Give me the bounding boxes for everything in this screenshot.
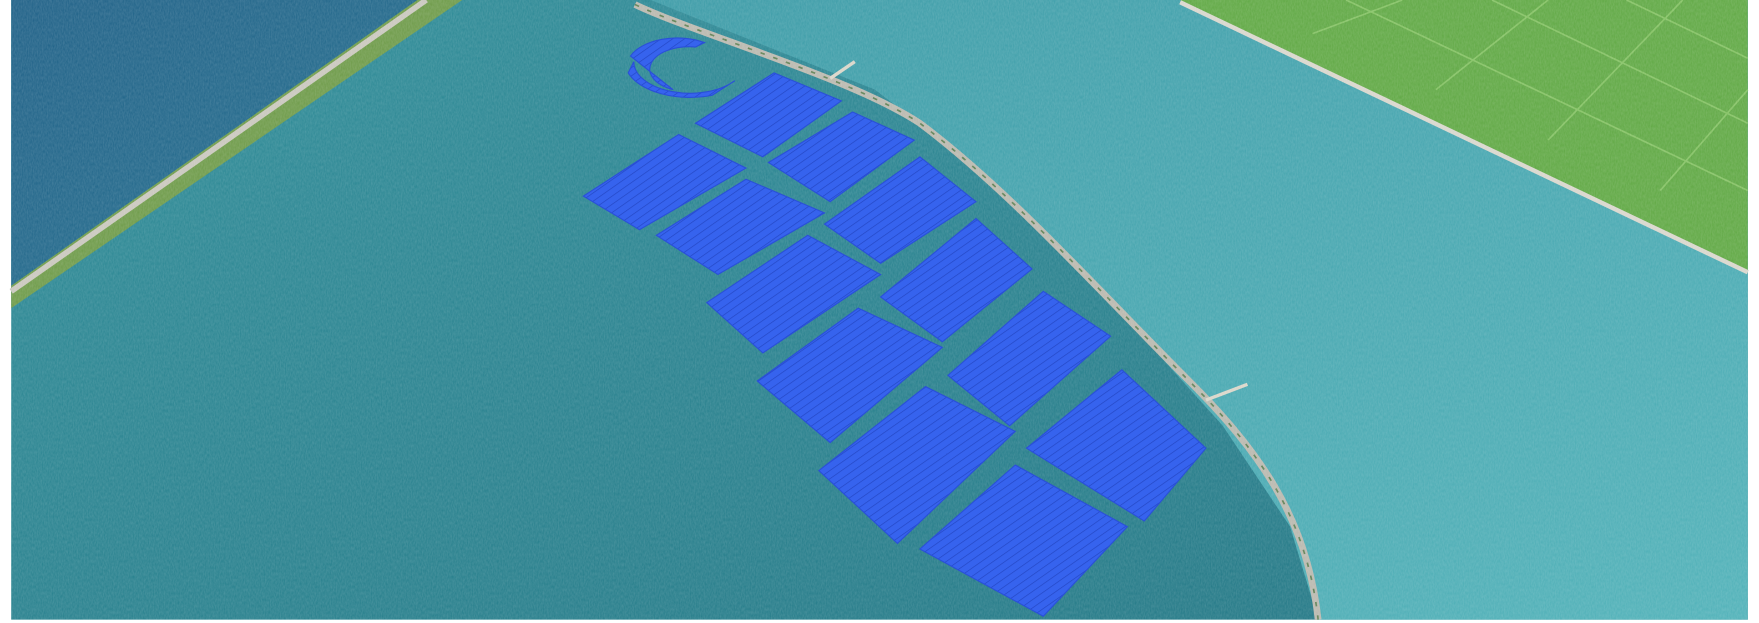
solar-block — [947, 290, 1112, 427]
solar-block — [655, 178, 826, 276]
solar-block — [756, 307, 944, 444]
solar-block — [705, 234, 882, 354]
solar-block — [694, 72, 843, 158]
solar-block — [818, 385, 1017, 545]
solar-block — [1025, 369, 1207, 522]
solar-block — [582, 133, 748, 231]
solar-block — [918, 464, 1129, 617]
solar-crescent — [627, 61, 736, 98]
solar-block — [879, 217, 1033, 343]
solar-crescent — [629, 37, 706, 91]
solar-block — [823, 156, 977, 264]
photo — [9, 0, 1749, 620]
solar-array — [582, 37, 1207, 617]
solar-block — [767, 111, 916, 203]
